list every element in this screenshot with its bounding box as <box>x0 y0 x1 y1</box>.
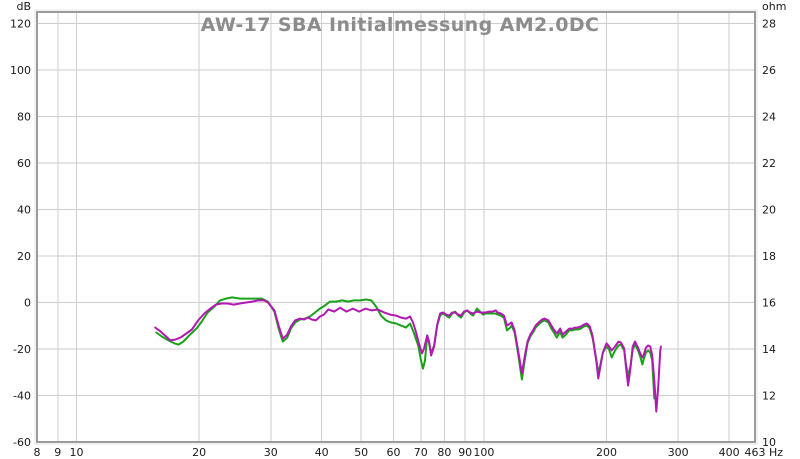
x-axis-tick-label: 400 <box>719 446 740 459</box>
left-axis-tick-label: 20 <box>17 250 31 263</box>
x-axis-tick-label: 300 <box>668 446 689 459</box>
chart-title: AW-17 SBA Initialmessung AM2.0DC <box>201 14 600 36</box>
x-axis-tick-label: 10 <box>70 446 84 459</box>
left-axis-tick-label: 40 <box>17 204 31 217</box>
right-axis-tick-label: 10 <box>762 436 776 449</box>
left-axis-tick-label: 80 <box>17 111 31 124</box>
x-axis-unit-label: Hz <box>769 446 783 459</box>
x-axis-tick-label: 90 <box>458 446 472 459</box>
right-axis-tick-label: 26 <box>762 64 776 77</box>
left-axis-tick-label: 100 <box>10 64 31 77</box>
x-axis-tick-label: 40 <box>315 446 329 459</box>
left-axis-tick-label: -20 <box>13 343 31 356</box>
plot-frame <box>36 11 756 443</box>
left-axis-tick-label: 60 <box>17 157 31 170</box>
left-axis-tick-label: -60 <box>13 436 31 449</box>
x-axis-tick-label: 60 <box>387 446 401 459</box>
x-axis-tick-label: 50 <box>354 446 368 459</box>
x-axis-tick-label: 20 <box>192 446 206 459</box>
x-axis-tick-label: 70 <box>414 446 428 459</box>
chart-plot-area: dB120100806040200-20-40-60ohm28262422201… <box>10 0 786 459</box>
left-axis-tick-label: 0 <box>24 297 31 310</box>
x-axis-tick-label: 200 <box>596 446 617 459</box>
right-axis-tick-label: 18 <box>762 250 776 263</box>
right-axis-tick-label: 12 <box>762 390 776 403</box>
left-axis-tick-label: -40 <box>13 390 31 403</box>
left-axis-unit-label: dB <box>16 0 31 13</box>
x-axis-tick-label: 8 <box>34 446 41 459</box>
x-axis-tick-label: 30 <box>264 446 278 459</box>
x-axis-tick-label: 100 <box>473 446 494 459</box>
right-axis-tick-label: 24 <box>762 111 776 124</box>
left-axis-tick-label: 120 <box>10 18 31 31</box>
x-axis-tick-label: 463 <box>745 446 766 459</box>
right-axis-tick-label: 22 <box>762 157 776 170</box>
green-trace <box>155 296 656 400</box>
right-axis-tick-label: 14 <box>762 343 776 356</box>
right-axis-tick-label: 20 <box>762 204 776 217</box>
magenta-trace <box>154 299 662 413</box>
right-axis-tick-label: 16 <box>762 297 776 310</box>
right-axis-tick-label: 28 <box>762 18 776 31</box>
plot-frame-highlight <box>34 9 758 445</box>
x-axis-tick-label: 9 <box>54 446 61 459</box>
right-axis-unit-label: ohm <box>762 0 786 13</box>
x-axis-tick-label: 80 <box>437 446 451 459</box>
